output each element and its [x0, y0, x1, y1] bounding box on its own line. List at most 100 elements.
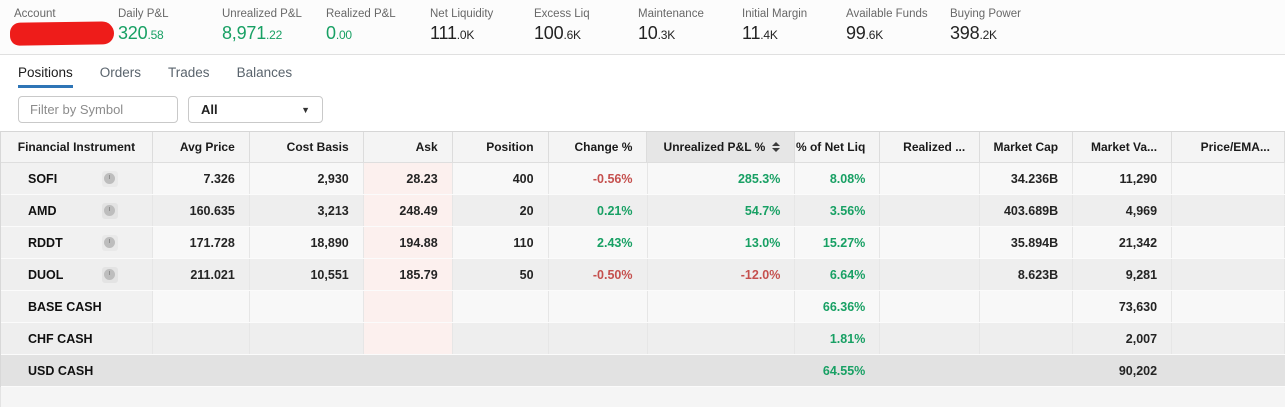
cell-ask: 194.88	[363, 227, 453, 258]
cell-unrealized-pnl-pct: -12.0%	[648, 259, 796, 290]
column-header-realized[interactable]: Realized ...	[880, 132, 981, 162]
metric-label: Buying Power	[950, 8, 1021, 20]
metric-buying-power: Buying Power 398.2K	[950, 0, 1054, 54]
cell-ask	[364, 355, 453, 386]
tab-orders[interactable]: Orders	[99, 65, 142, 80]
cell-market-cap	[980, 291, 1074, 322]
column-header-market-cap[interactable]: Market Cap	[980, 132, 1074, 162]
cell-pct-net-liq: 8.08%	[795, 163, 881, 194]
metric-value: 10.3K	[638, 23, 676, 43]
tab-positions[interactable]: Positions	[18, 65, 73, 88]
symbol-label: CHF CASH	[28, 331, 93, 346]
symbol-filter-input[interactable]	[18, 96, 178, 123]
tab-trades[interactable]: Trades	[168, 65, 210, 80]
metric-net-liquidity: Net Liquidity 111.0K	[430, 0, 534, 54]
cell-position: 400	[453, 163, 549, 194]
column-header-unrealized-pnl-pct[interactable]: Unrealized P&L %	[647, 132, 796, 162]
column-header-pct-net-liq[interactable]: % of Net Liq	[795, 132, 881, 162]
column-header-position[interactable]: Position	[453, 132, 549, 162]
cell-price-ema	[1172, 291, 1285, 322]
cell-market-cap	[980, 323, 1074, 354]
cell-change-pct: 2.43%	[549, 227, 648, 258]
cell-cost-basis: 2,930	[250, 163, 364, 194]
metric-excess-liq: Excess Liq 100.6K	[534, 0, 638, 54]
column-header-market-value[interactable]: Market Va...	[1073, 132, 1173, 162]
metric-label: Available Funds	[846, 8, 928, 20]
cell-market-value: 2,007	[1073, 323, 1173, 354]
cell-market-cap: 34.236B	[980, 163, 1074, 194]
tab-balances[interactable]: Balances	[236, 65, 293, 80]
cell-avg-price: 7.326	[153, 163, 250, 194]
column-header-price-ema[interactable]: Price/EMA...	[1172, 132, 1285, 162]
cell-market-value: 90,202	[1118, 363, 1158, 378]
cell-avg-price	[153, 355, 250, 386]
symbol-label: BASE CASH	[28, 299, 102, 314]
table-row[interactable]: RDDT 171.728 18,890 194.88 110 2.43% 13.0% 15.2…	[1, 227, 1285, 259]
cell-symbol: USD CASH	[1, 355, 153, 386]
metric-value: 8,971.22	[222, 23, 283, 43]
column-header-change-pct[interactable]: Change %	[549, 132, 648, 162]
metric-available-funds: Available Funds 99.6K	[846, 0, 950, 54]
table-row[interactable]: DUOL 211.021 10,551 185.79 50 -0.50% -12.0% 6.6…	[1, 259, 1285, 291]
table-row[interactable]: SOFI 7.326 2,930 28.23 400 -0.56% 285.3% 8.08% 3…	[1, 163, 1285, 195]
cell-ask: 28.23	[363, 163, 453, 194]
metric-account: Account	[9, 0, 118, 54]
metric-label: Daily P&L	[118, 8, 169, 20]
metric-value: 111.0K	[430, 23, 475, 43]
cell-market-cap: 8.623B	[980, 259, 1074, 290]
metric-label: Account	[14, 8, 56, 20]
cell-cost-basis: 3,213	[250, 195, 364, 226]
cell-cost-basis: 18,890	[250, 227, 364, 258]
cell-realized	[880, 195, 981, 226]
table-row[interactable]: AMD 160.635 3,213 248.49 20 0.21% 54.7% 3.56% 40…	[1, 195, 1285, 227]
cell-price-ema	[1172, 195, 1285, 226]
table-body: SOFI 7.326 2,930 28.23 400 -0.56% 285.3% 8.08% 3…	[1, 163, 1285, 387]
instrument-type-dropdown[interactable]: All ▼	[188, 96, 323, 123]
cell-ask	[363, 323, 453, 354]
cell-symbol: SOFI	[1, 163, 153, 194]
cell-avg-price: 171.728	[153, 227, 250, 258]
filter-row: All ▼	[0, 88, 1285, 131]
cell-pct-net-liq: 6.64%	[795, 259, 881, 290]
cell-symbol: CHF CASH	[1, 323, 153, 354]
cell-position: 50	[453, 259, 549, 290]
cell-unrealized-pnl-pct	[648, 355, 796, 386]
column-header-cost-basis[interactable]: Cost Basis	[250, 132, 364, 162]
cell-avg-price: 160.635	[153, 195, 250, 226]
delayed-data-clock-icon	[101, 170, 118, 187]
table-row[interactable]: USD CASH 64.55% 90,202	[1, 355, 1285, 387]
metric-daily-pnl: Daily P&L 320.58	[118, 0, 222, 54]
metric-label: Maintenance	[638, 8, 704, 20]
metric-unrealized-pnl: Unrealized P&L 8,971.22	[222, 0, 326, 54]
column-header-financial-instrument[interactable]: Financial Instrument	[1, 132, 153, 162]
cell-ask: 248.49	[363, 195, 453, 226]
table-row[interactable]: CHF CASH 1.81% 2,007	[1, 323, 1285, 355]
cell-market-value: 9,281	[1073, 259, 1173, 290]
sort-icon[interactable]	[772, 142, 781, 152]
metric-label: Unrealized P&L	[222, 8, 302, 20]
cell-market-value: 21,342	[1073, 227, 1173, 258]
chevron-down-icon: ▼	[301, 104, 310, 115]
column-header-avg-price[interactable]: Avg Price	[153, 132, 250, 162]
cell-price-ema	[1172, 163, 1285, 194]
table-row[interactable]: BASE CASH 66.36% 73,630	[1, 291, 1285, 323]
cell-cost-basis: 10,551	[250, 259, 364, 290]
cell-unrealized-pnl-pct	[648, 323, 796, 354]
cell-unrealized-pnl-pct: 285.3%	[648, 163, 796, 194]
cell-market-value: 73,630	[1073, 291, 1173, 322]
cell-realized	[880, 163, 981, 194]
column-header-ask[interactable]: Ask	[364, 132, 453, 162]
cell-symbol: DUOL	[1, 259, 153, 290]
cell-market-cap: 403.689B	[980, 195, 1074, 226]
symbol-label: RDDT	[28, 235, 63, 250]
symbol-label: USD CASH	[28, 363, 94, 378]
cell-unrealized-pnl-pct: 54.7%	[648, 195, 796, 226]
metric-label: Initial Margin	[742, 8, 808, 20]
metric-value: 0.00	[326, 23, 352, 43]
cell-ask: 185.79	[363, 259, 453, 290]
cell-market-cap: 35.894B	[980, 227, 1074, 258]
cell-pct-net-liq: 66.36%	[795, 291, 881, 322]
positions-panel: Positions Orders Trades Balances All ▼	[0, 55, 1285, 131]
cell-unrealized-pnl-pct	[648, 291, 796, 322]
cell-avg-price: 211.021	[153, 259, 250, 290]
